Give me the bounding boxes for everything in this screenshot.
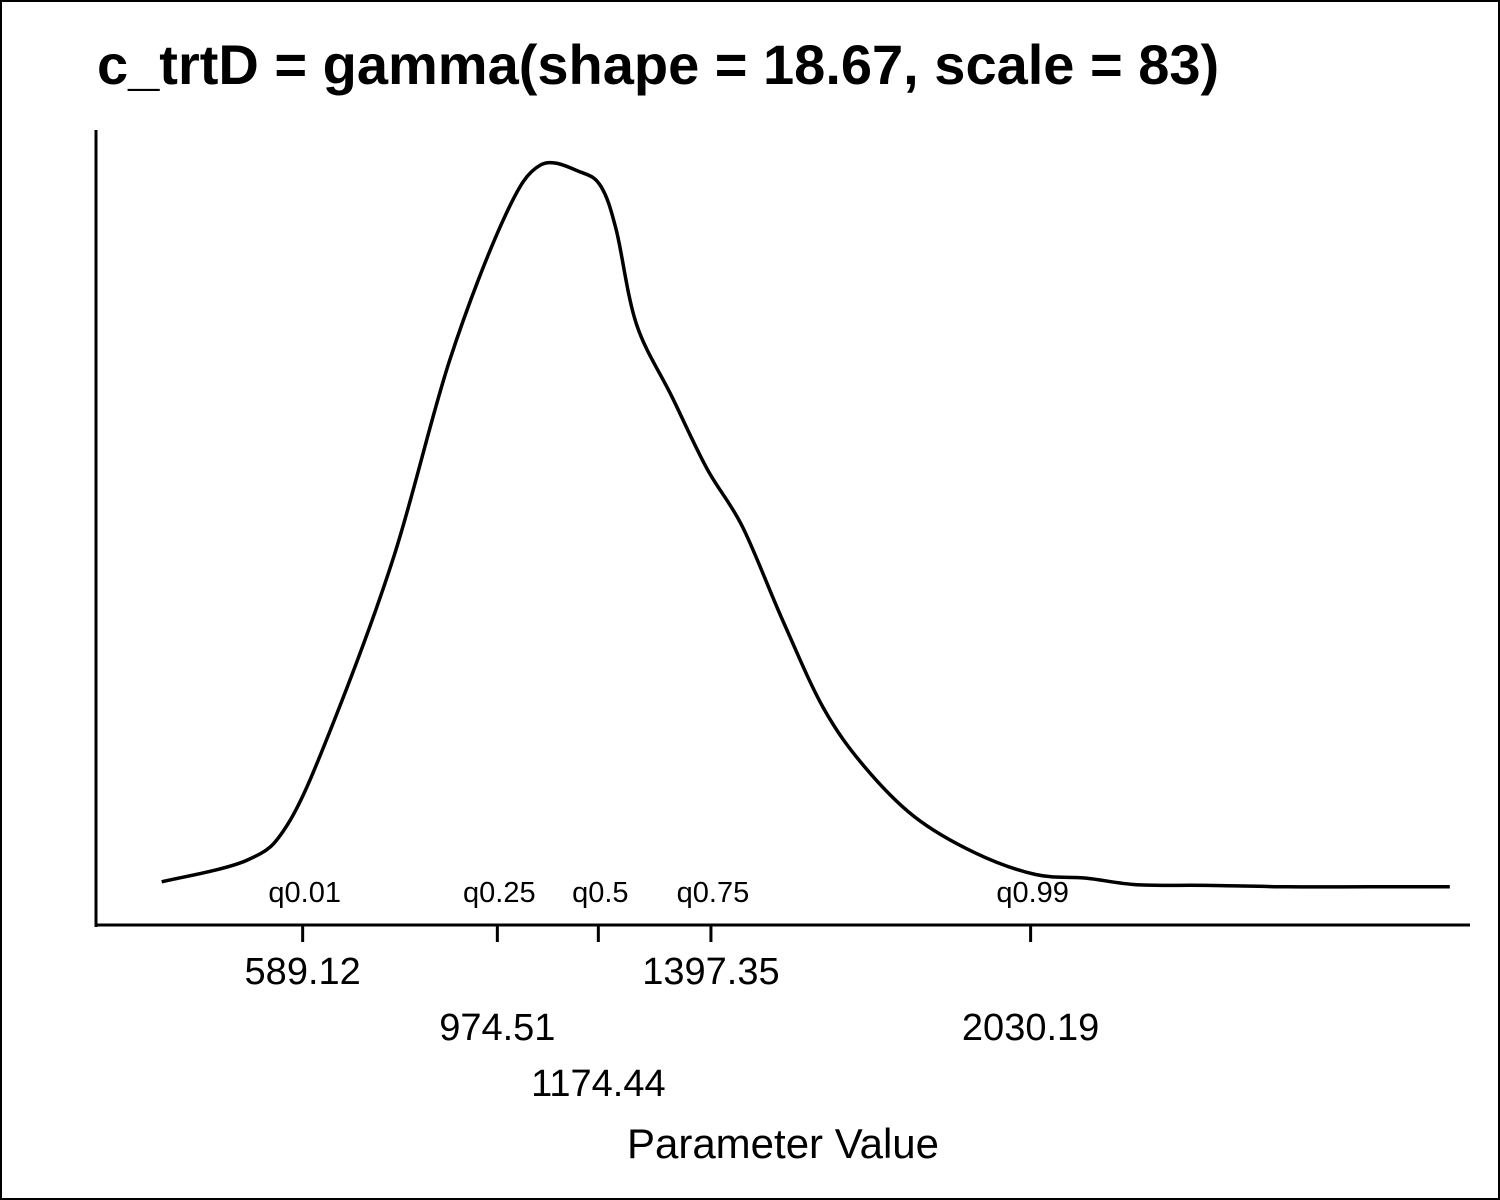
quantile-label: q0.5 <box>572 877 628 909</box>
quantile-value-label: 2030.19 <box>962 1007 1099 1049</box>
quantile-value-label: 589.12 <box>245 951 361 993</box>
density-curve <box>161 160 1450 889</box>
quantile-value-label: 974.51 <box>439 1007 555 1049</box>
quantile-label: q0.01 <box>268 877 341 909</box>
chart-title: c_trtD = gamma(shape = 18.67, scale = 83… <box>97 33 1219 96</box>
quantile-markers: q0.01 589.12 q0.25 974.51 q0.5 1174.44 q0.75 13… <box>245 877 1100 1105</box>
quantile-label: q0.75 <box>677 877 750 909</box>
quantile-value-label: 1174.44 <box>531 1063 666 1105</box>
quantile-label: q0.99 <box>996 877 1069 909</box>
quantile-value-label: 1397.35 <box>642 951 779 993</box>
quantile-label: q0.25 <box>463 877 536 909</box>
x-axis-title: Parameter Value <box>627 1120 939 1167</box>
